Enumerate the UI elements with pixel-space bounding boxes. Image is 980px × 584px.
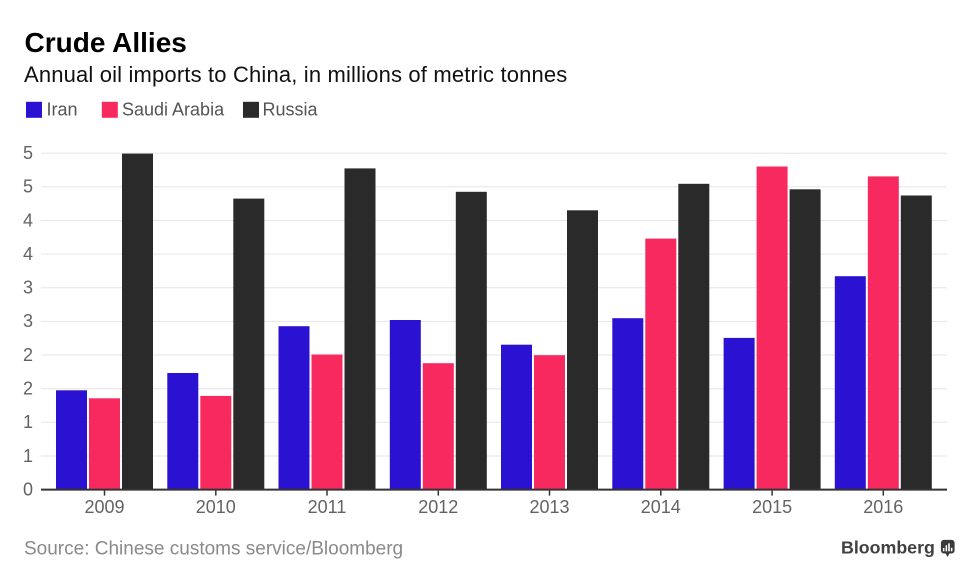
svg-text:Russia: Russia: [263, 100, 319, 120]
svg-text:Bloomberg: Bloomberg: [841, 538, 935, 558]
svg-text:4: 4: [23, 210, 33, 230]
svg-text:2016: 2016: [863, 497, 903, 517]
svg-text:0: 0: [23, 479, 33, 499]
svg-text:2012: 2012: [418, 497, 458, 517]
svg-text:Source: Chinese customs servic: Source: Chinese customs service/Bloomber…: [24, 538, 403, 559]
svg-text:2010: 2010: [196, 497, 236, 517]
svg-text:2014: 2014: [641, 497, 681, 517]
svg-text:1: 1: [23, 446, 33, 466]
svg-text:5: 5: [23, 143, 33, 163]
svg-text:Annual oil imports to China, i: Annual oil imports to China, in millions…: [24, 62, 567, 87]
svg-text:2011: 2011: [308, 497, 347, 517]
svg-text:4: 4: [23, 244, 33, 264]
svg-text:2015: 2015: [752, 497, 792, 517]
svg-text:2013: 2013: [529, 497, 569, 517]
svg-text:Saudi Arabia: Saudi Arabia: [122, 100, 225, 120]
svg-text:2009: 2009: [84, 497, 124, 517]
svg-text:3: 3: [23, 278, 33, 298]
svg-text:Crude Allies: Crude Allies: [25, 27, 187, 58]
svg-text:Iran: Iran: [47, 100, 78, 120]
svg-text:5: 5: [23, 177, 33, 197]
svg-text:2: 2: [23, 345, 33, 365]
svg-text:3: 3: [23, 311, 33, 331]
svg-text:2: 2: [23, 379, 33, 399]
svg-text:1: 1: [23, 412, 33, 432]
